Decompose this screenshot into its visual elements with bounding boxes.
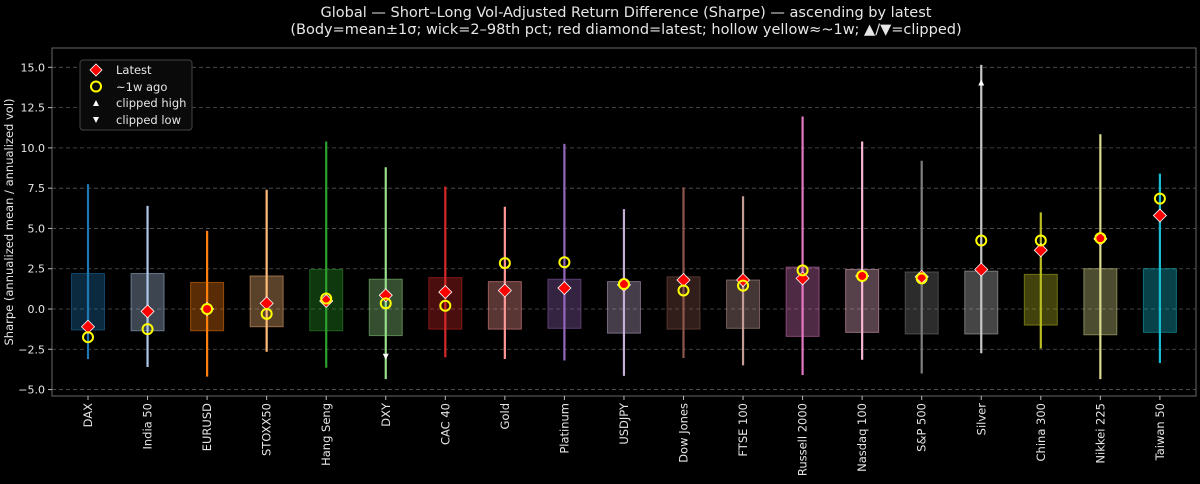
week-ago-circle (320, 292, 333, 305)
x-tick-label: Russell 2000 (796, 403, 810, 476)
week-ago-circle (558, 256, 571, 269)
x-tick-label: Dow Jones (677, 403, 691, 463)
legend-clipped-high-label: clipped high (116, 96, 186, 110)
week-ago-circle (82, 331, 94, 344)
box-silver (964, 64, 999, 354)
chart-title: Global — Short–Long Vol-Adjusted Return … (321, 5, 932, 21)
x-tick-label: USDJPY (617, 402, 631, 445)
legend-latest-label: Latest (116, 63, 152, 77)
y-tick-label: 7.5 (28, 182, 46, 195)
x-tick-label: DAX (81, 403, 95, 428)
week-ago-circle (796, 264, 809, 277)
box-usdjpy (606, 209, 641, 376)
chart-subtitle: (Body=mean±1σ; wick=2–98th pct; red diam… (290, 22, 961, 38)
x-tick-label: China 300 (1034, 403, 1048, 461)
week-ago-circle (439, 299, 452, 312)
week-ago-circle (1094, 232, 1107, 245)
week-ago-circle (498, 257, 511, 270)
legend-box (79, 59, 193, 131)
y-tick-label: 0.0 (28, 303, 46, 316)
latest-diamond (140, 304, 155, 319)
box-stoxx50 (249, 189, 284, 352)
x-tick-label: Platinum (557, 403, 571, 454)
legend-week-ago-label: ~1w ago (116, 80, 167, 94)
week-ago-circle (856, 269, 869, 282)
week-ago-circle (141, 323, 154, 336)
y-tick-label: −5.0 (18, 384, 45, 397)
x-tick-label: Silver (974, 403, 988, 436)
x-tick-label: STOXX50 (260, 403, 274, 456)
x-tick-label: Hang Seng (319, 403, 333, 466)
legend-week-ago-circle-icon (90, 80, 102, 93)
y-tick-label: 10.0 (21, 142, 46, 155)
latest-diamond (259, 296, 274, 311)
latest-diamond (676, 272, 691, 288)
grid-lines (52, 66, 1196, 390)
box-russell-2000 (785, 116, 820, 376)
latest-diamond (497, 283, 512, 298)
latest-diamond (1152, 208, 1167, 223)
latest-diamond (1033, 243, 1048, 258)
box-nasdaq-100 (845, 141, 880, 360)
box-eurusd (190, 230, 225, 377)
box-taiwan-50 (1142, 173, 1177, 363)
clipped-high-marker (978, 79, 985, 86)
latest-diamond (80, 319, 96, 334)
legend-latest-diamond-icon (89, 63, 103, 77)
x-axis: DAX India 50 EURUSD STOXX50 Hang Seng DXY CAC … (81, 396, 1167, 476)
box-platinum (547, 143, 582, 361)
week-ago-circle (915, 272, 928, 285)
week-ago-circle (201, 303, 214, 315)
y-tick-label: −2.5 (18, 343, 45, 356)
y-tick-label: 2.5 (28, 263, 46, 276)
x-tick-label: EURUSD (200, 403, 214, 451)
week-ago-circle (379, 297, 392, 310)
latest-diamond (378, 288, 393, 303)
latest-diamond (557, 280, 572, 296)
latest-diamond (438, 285, 453, 300)
latest-diamond (974, 262, 989, 277)
box-nikkei-225 (1083, 134, 1118, 380)
week-ago-circle (260, 307, 273, 320)
legend-clipped-low-label: clipped low (116, 113, 181, 127)
x-tick-label: FTSE 100 (736, 403, 750, 457)
y-axis-label: Sharpe (annualized mean / annualized vol… (2, 98, 16, 345)
x-tick-label: Gold (498, 403, 512, 429)
y-axis: −5.0 −2.5 0.0 2.5 5.0 7.5 10.0 12.5 15.0 (18, 61, 52, 397)
week-ago-circle (975, 234, 988, 247)
boxes (71, 64, 1177, 380)
x-tick-label: DXY (379, 402, 393, 427)
box-dax (71, 184, 105, 359)
box-ftse-100 (726, 196, 761, 366)
box-cac-40 (428, 186, 463, 358)
box-dxy (368, 167, 403, 380)
clipped-low-marker (382, 353, 389, 360)
y-tick-label: 5.0 (28, 222, 46, 235)
box-gold (487, 206, 522, 359)
x-tick-label: Nikkei 225 (1093, 403, 1107, 464)
legend-clipped-high-triangle-icon (93, 100, 99, 106)
y-tick-label: 12.5 (21, 102, 46, 115)
x-tick-label: Nasdaq 100 (855, 403, 869, 472)
x-tick-label: S&P 500 (915, 403, 929, 452)
week-ago-circle (1153, 192, 1166, 205)
week-ago-circle (617, 278, 630, 291)
x-tick-label: Taiwan 50 (1153, 403, 1167, 461)
week-ago-circle (677, 284, 690, 297)
box-india-50 (130, 205, 165, 367)
x-tick-label: India 50 (141, 403, 155, 450)
box-hang-seng (309, 141, 344, 368)
y-tick-label: 15.0 (21, 61, 46, 74)
week-ago-circle (737, 279, 750, 292)
box-s-p-500 (904, 160, 939, 374)
legend-clipped-low-triangle-icon (93, 117, 99, 123)
x-tick-label: CAC 40 (438, 403, 452, 445)
box-dow-jones (666, 187, 701, 359)
box-china-300 (1023, 212, 1058, 349)
week-ago-circle (1034, 234, 1047, 247)
legend: Latest ~1w ago clipped high clipped low (79, 59, 193, 131)
